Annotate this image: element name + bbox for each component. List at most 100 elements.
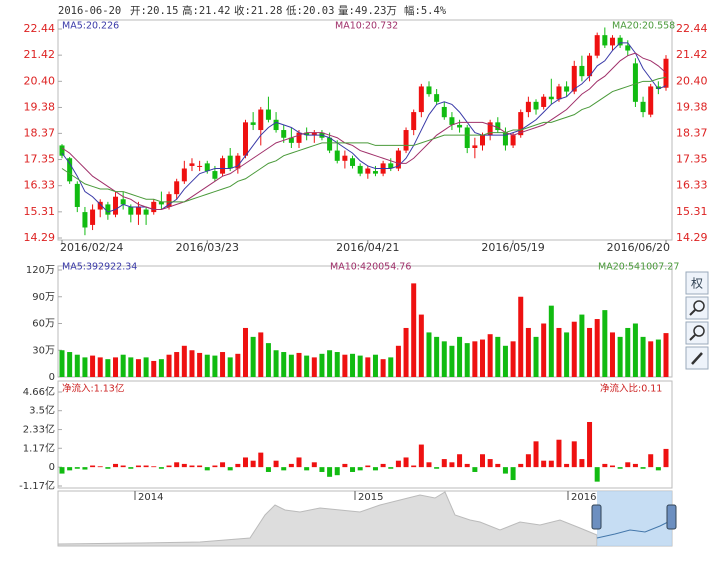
bar: [220, 462, 226, 468]
candle-body: [457, 124, 463, 128]
bar: [457, 336, 463, 377]
navigator-handle[interactable]: [591, 504, 602, 530]
x-tick-label: 2016/04/21: [336, 241, 399, 254]
candle-body: [548, 96, 554, 100]
candle-body: [357, 165, 363, 174]
year-label: 2016: [571, 492, 596, 503]
bar: [480, 454, 486, 468]
legend-entry: MA5:20.226: [62, 21, 119, 32]
y-tick-label: 17.35: [676, 153, 708, 166]
bar: [212, 355, 218, 377]
zoom-in-icon: [689, 309, 696, 316]
bar: [350, 353, 356, 377]
bar: [97, 357, 103, 377]
candle-body: [265, 109, 271, 120]
bar: [204, 354, 210, 377]
y-tick-label: 19.38: [24, 100, 56, 113]
bar: [403, 457, 409, 468]
zoom-out-button[interactable]: [685, 321, 709, 345]
bar: [403, 327, 409, 377]
bar: [97, 466, 103, 468]
bar: [388, 357, 394, 377]
bar: [304, 467, 310, 471]
bar: [258, 332, 264, 377]
bar: [319, 353, 325, 377]
candle-body: [334, 150, 340, 161]
y-tick-label: 2.33亿: [23, 423, 55, 436]
bar: [655, 339, 661, 377]
bar: [128, 357, 134, 377]
bar: [82, 467, 88, 470]
legend-entry: MA20:541007.27: [598, 262, 679, 273]
zoom-in-icon: [693, 300, 705, 312]
bar: [434, 336, 440, 377]
year-label: 2015: [358, 492, 383, 503]
bar: [525, 327, 531, 377]
legend-entry: MA10:420054.76: [330, 262, 411, 273]
y-tick-label: 20.40: [676, 74, 708, 87]
y-tick-label: 16.33: [24, 179, 56, 192]
legend-entry: 净流入:1.13亿: [62, 383, 124, 395]
candle-body: [541, 96, 547, 107]
bar: [113, 357, 119, 377]
bar: [235, 353, 241, 377]
bar: [541, 460, 547, 468]
candle-body: [120, 199, 126, 205]
bar: [594, 319, 600, 377]
volume-frame: [57, 265, 673, 378]
bar: [388, 467, 394, 469]
bar: [220, 352, 226, 377]
y-tick-label: 0: [49, 372, 55, 383]
bar: [464, 343, 470, 377]
bar: [625, 327, 631, 377]
candle-body: [556, 86, 562, 100]
bar: [342, 354, 348, 377]
bar: [418, 444, 424, 468]
candle-body: [472, 145, 478, 148]
y-tick-label: 4.66亿: [23, 385, 55, 398]
bar: [250, 336, 256, 377]
bar: [265, 343, 271, 377]
x-tick-label: 2016/02/24: [60, 241, 123, 254]
navigator-handle[interactable]: [666, 504, 677, 530]
candle-body: [518, 112, 524, 136]
bar: [311, 357, 317, 377]
candle-body: [388, 163, 394, 169]
y-tick-label: 17.35: [24, 153, 56, 166]
candle-body: [602, 35, 608, 46]
y-tick-label: 21.42: [676, 48, 708, 61]
bar: [197, 465, 203, 468]
adjust-button[interactable]: [685, 271, 709, 295]
bar: [327, 467, 333, 477]
candle-body: [90, 209, 96, 225]
bar: [632, 323, 638, 377]
bar: [502, 467, 508, 474]
bar: [189, 350, 195, 377]
navigator-selected-line: [596, 519, 673, 539]
bar: [395, 460, 401, 468]
bar: [120, 465, 126, 468]
navigator-area: [57, 491, 598, 547]
bar: [250, 460, 256, 468]
navigator-selection[interactable]: [597, 491, 672, 546]
y-tick-label: 14.29: [24, 231, 56, 244]
bar: [273, 350, 279, 377]
bar: [258, 452, 264, 468]
candle-body: [617, 37, 623, 46]
y-tick-label: 1.17亿: [23, 441, 55, 454]
candle-body: [67, 158, 73, 182]
candle-body: [151, 201, 157, 213]
candle-body: [97, 201, 103, 210]
bar: [380, 359, 386, 377]
legend-entry: MA5:392922.34: [62, 262, 137, 273]
bar: [441, 341, 447, 377]
bar: [372, 354, 378, 377]
bar: [594, 467, 600, 482]
candle-body: [464, 127, 470, 148]
y-tick-label: 0: [49, 462, 55, 473]
candle-body: [587, 55, 593, 77]
zoom-in-button[interactable]: [685, 296, 709, 320]
bar: [227, 357, 233, 377]
bar: [587, 421, 593, 468]
